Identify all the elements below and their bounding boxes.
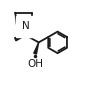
- Text: OH: OH: [27, 59, 43, 69]
- Text: N: N: [22, 21, 30, 31]
- Polygon shape: [15, 35, 26, 41]
- Polygon shape: [34, 42, 39, 54]
